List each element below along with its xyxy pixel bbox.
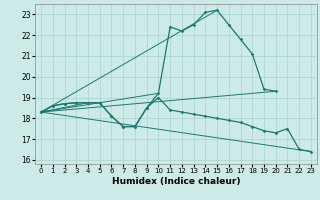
- X-axis label: Humidex (Indice chaleur): Humidex (Indice chaleur): [112, 177, 240, 186]
